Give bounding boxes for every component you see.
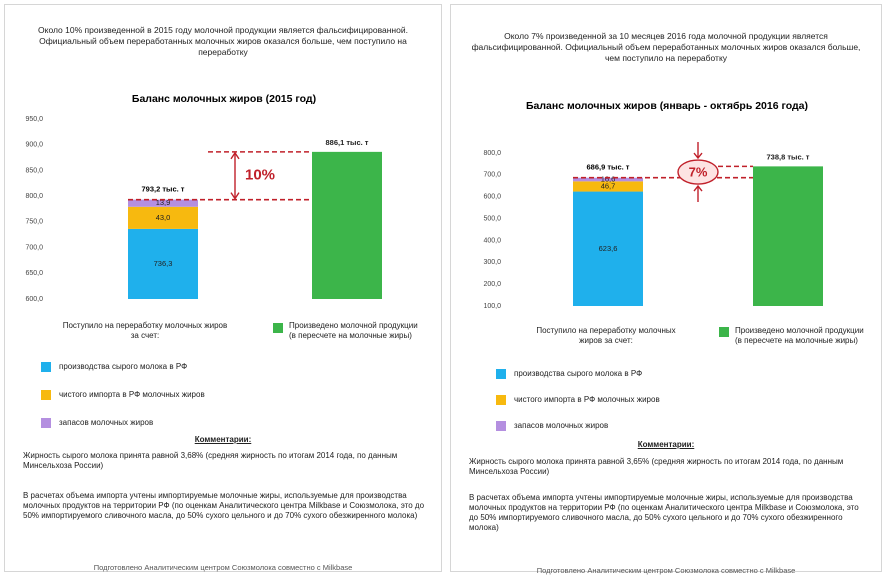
bar-segment — [312, 151, 382, 299]
comment: В расчетах объема импорта учтены импорти… — [469, 493, 859, 532]
y-tick-label: 300,0 — [483, 259, 501, 266]
legend-swatch — [41, 362, 51, 372]
comments-title: Комментарии: — [194, 435, 252, 444]
annotation-bubble — [677, 159, 719, 185]
y-tick-label: 700,0 — [25, 244, 43, 251]
category-label: Поступило на переработку молочных жиров … — [536, 326, 676, 345]
comments-title: Комментарии: — [637, 440, 695, 449]
legend-swatch — [41, 390, 51, 400]
annotation: 7% — [689, 164, 708, 179]
value-label: 46,7 — [601, 181, 616, 190]
footer: Подготовлено Аналитическим центром Союзм… — [93, 563, 353, 572]
category-label: Произведено молочной продукции (в пересч… — [735, 326, 864, 345]
category-label: Произведено молочной продукции (в пересч… — [289, 321, 418, 340]
y-tick-label: 400,0 — [483, 237, 501, 244]
y-tick-label: 200,0 — [483, 281, 501, 288]
y-tick-label: 600,0 — [483, 194, 501, 201]
footer: Подготовлено Аналитическим центром Союзм… — [536, 566, 796, 575]
value-label: 16,6 — [601, 175, 616, 184]
bar-segment — [573, 177, 643, 182]
bar-segment — [128, 206, 198, 229]
comment: Жирность сырого молока принята равной 3,… — [469, 457, 844, 476]
y-tick-label: 650,0 — [25, 270, 43, 277]
chart: Баланс молочных жиров (2015 год) 600,0 650… — [25, 93, 382, 303]
y-tick-label: 500,0 — [483, 215, 501, 222]
y-tick-label: 800,0 — [25, 193, 43, 200]
category-swatch — [273, 323, 283, 333]
arrow-head — [230, 151, 240, 200]
category-label: Поступило на переработку молочных жиров … — [62, 321, 228, 340]
legend-entry: запасов молочных жиров — [514, 421, 609, 430]
panel: Баланс молочных жиров (2015 год) 600,0 650… — [4, 4, 442, 572]
chart-title: Баланс молочных жиров (2015 год) — [132, 93, 316, 105]
value-label: 738,8 тыс. т — [767, 152, 810, 161]
value-label: 736,3 — [154, 259, 173, 268]
legend-entry: производства сырого молока в РФ — [514, 369, 643, 378]
comment: В расчетах объема импорта учтены импорти… — [23, 491, 425, 520]
comment: Жирность сырого молока принята равной 3,… — [23, 451, 398, 470]
total-label: 686,9 тыс. т — [587, 163, 630, 172]
arrow-head — [693, 142, 703, 203]
chart-title: Баланс молочных жиров (январь - октябрь … — [526, 100, 808, 112]
legend-entry: запасов молочных жиров — [59, 418, 154, 427]
y-tick-label: 700,0 — [483, 172, 501, 179]
y-tick-label: 600,0 — [25, 296, 43, 303]
bar-segment — [573, 181, 643, 192]
header: Около 10% произведенной в 2015 году моло… — [38, 25, 408, 57]
value-label: 886,1 тыс. т — [326, 138, 369, 147]
bar-segment — [128, 199, 198, 207]
bar-segment — [753, 166, 823, 306]
total-label: 793,2 тыс. т — [142, 185, 185, 194]
legend-entry: чистого импорта в РФ молочных жиров — [514, 395, 660, 404]
legend-swatch — [496, 395, 506, 405]
value-label: 43,0 — [156, 213, 171, 222]
y-tick-label: 750,0 — [25, 219, 43, 226]
bar-segment — [128, 228, 198, 299]
y-tick-label: 850,0 — [25, 167, 43, 174]
legend-entry: производства сырого молока в РФ — [59, 362, 188, 371]
legend-entry: чистого импорта в РФ молочных жиров — [59, 390, 205, 399]
header: Около 7% произведенной за 10 месяцев 201… — [471, 31, 861, 63]
value-label: 623,6 — [599, 244, 618, 253]
value-label: 13,9 — [156, 198, 171, 207]
y-tick-label: 100,0 — [483, 303, 501, 310]
legend-swatch — [496, 369, 506, 379]
panel: Баланс молочных жиров (январь - октябрь … — [450, 4, 882, 575]
y-tick-label: 950,0 — [25, 116, 43, 123]
annotation: 10% — [245, 167, 275, 184]
bar-segment — [573, 191, 643, 306]
y-tick-label: 900,0 — [25, 142, 43, 149]
y-tick-label: 800,0 — [483, 150, 501, 157]
category-swatch — [719, 327, 729, 337]
legend-swatch — [496, 421, 506, 431]
chart: Баланс молочных жиров (январь - октябрь … — [483, 100, 823, 310]
legend-swatch — [41, 418, 51, 428]
